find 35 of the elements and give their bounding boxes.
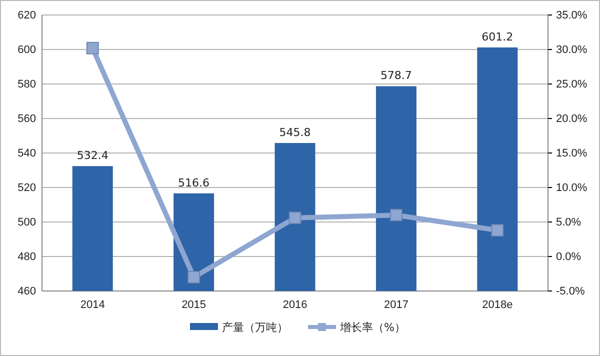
point <box>188 271 200 284</box>
x-tick-label: 2018e <box>482 298 513 311</box>
x-tick-label: 2015 <box>182 298 206 311</box>
y-tick-label: 620 <box>18 10 36 22</box>
x-tick-label: 2017 <box>384 298 408 311</box>
x-tick-label: 2014 <box>80 298 105 311</box>
y-tick-label: 580 <box>18 78 36 91</box>
point <box>390 208 402 222</box>
y2-tick-label: 5.0% <box>556 216 582 229</box>
y-tick-label: 560 <box>18 113 36 126</box>
y2-tick-label: 10.0% <box>556 182 588 194</box>
data-label: 516.6 <box>178 176 210 190</box>
data-label: 601.2 <box>482 30 514 44</box>
y2-tick-label: 30.0% <box>556 44 588 56</box>
y-tick-label: 600 <box>18 44 36 56</box>
data-label: 545.8 <box>279 126 311 139</box>
y-tick-label: 520 <box>18 182 36 194</box>
legend-label: 增长率（%） <box>339 321 406 334</box>
y2-tick-label: 35.0% <box>556 10 588 22</box>
y-tick-label: 500 <box>18 216 36 229</box>
data-label: 578.7 <box>380 69 412 82</box>
y2-tick-label: 15.0% <box>556 148 588 160</box>
x-tick-label: 2016 <box>282 298 308 311</box>
y2-tick-label: 25.0% <box>556 78 588 91</box>
y-tick-label: 460 <box>18 286 36 298</box>
point <box>86 42 99 54</box>
data-label: 532.4 <box>76 149 108 162</box>
point <box>288 212 302 224</box>
y2-tick-label: 0.0% <box>556 251 582 264</box>
y-tick-label: 480 <box>18 251 36 264</box>
y2-tick-label: 20.0% <box>556 113 588 126</box>
y-tick-label: 540 <box>18 148 36 160</box>
point <box>491 224 504 236</box>
y2-tick-label: -5.0% <box>556 286 585 298</box>
legend-label: 产量（万吨） <box>222 321 288 334</box>
